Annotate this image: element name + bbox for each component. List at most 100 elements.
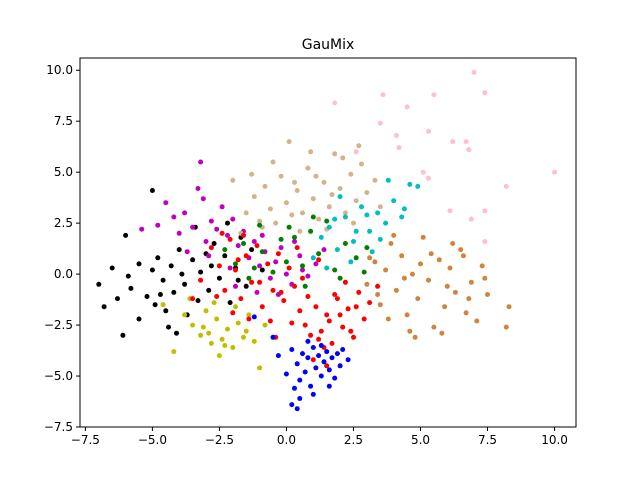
data-point (482, 90, 488, 96)
data-point (278, 289, 284, 295)
data-point (294, 406, 300, 412)
data-point (324, 312, 330, 318)
data-point (426, 175, 431, 181)
points-layer (96, 69, 558, 412)
data-point (337, 194, 343, 200)
data-point (329, 355, 335, 361)
data-point (225, 232, 230, 238)
data-point (270, 287, 276, 293)
data-point (294, 245, 300, 251)
data-point (155, 222, 161, 228)
data-point (273, 220, 279, 226)
x-tick-label: −2.5 (205, 433, 234, 447)
data-point (359, 161, 364, 167)
data-point (351, 220, 356, 226)
data-point (410, 271, 415, 277)
data-point (227, 236, 233, 242)
data-point (310, 357, 316, 363)
data-point (310, 345, 316, 350)
data-point (332, 151, 338, 157)
x-tick-label: 5.0 (411, 433, 430, 447)
data-point (305, 273, 311, 279)
data-point (367, 255, 373, 261)
data-point (300, 275, 305, 281)
data-point (222, 343, 228, 348)
data-point (326, 224, 332, 230)
data-point (283, 271, 289, 277)
data-point (332, 100, 338, 106)
data-point (289, 212, 295, 218)
data-point (230, 310, 236, 316)
data-point (324, 265, 330, 271)
data-point (206, 287, 212, 293)
data-point (171, 289, 177, 295)
data-point (356, 143, 362, 149)
data-point (428, 251, 434, 257)
data-point (267, 275, 273, 281)
data-point (300, 267, 305, 273)
data-point (208, 245, 214, 251)
data-point (227, 300, 233, 306)
data-point (316, 353, 322, 359)
y-tick-label: −5.0 (44, 369, 73, 383)
data-point (348, 328, 354, 334)
data-point (297, 377, 303, 383)
chart-title: GauMix (302, 37, 355, 53)
data-point (222, 247, 228, 253)
data-point (241, 232, 246, 238)
data-point (310, 214, 316, 220)
data-point (292, 179, 297, 185)
data-point (283, 200, 289, 206)
data-point (179, 271, 185, 277)
data-point (474, 318, 480, 324)
data-point (214, 316, 220, 322)
data-point (391, 198, 397, 204)
data-point (160, 302, 166, 308)
data-point (321, 247, 327, 253)
data-point (251, 338, 257, 344)
data-point (292, 234, 297, 240)
data-point (200, 324, 206, 330)
data-point (246, 312, 252, 318)
data-point (174, 330, 179, 336)
data-point (452, 289, 458, 295)
data-point (219, 336, 225, 342)
data-point (388, 241, 394, 246)
data-point (278, 236, 284, 242)
data-point (503, 183, 509, 189)
data-point (399, 253, 405, 259)
data-point (289, 320, 295, 326)
data-point (190, 224, 196, 230)
data-point (348, 171, 354, 177)
data-point (292, 239, 297, 244)
data-point (412, 334, 418, 340)
data-point (356, 289, 362, 295)
data-point (326, 367, 332, 373)
data-point (385, 177, 391, 183)
data-point (337, 312, 343, 318)
data-point (351, 239, 356, 244)
data-point (171, 214, 177, 220)
data-point (308, 332, 314, 338)
data-point (190, 296, 196, 302)
data-point (96, 281, 102, 287)
data-point (342, 214, 348, 220)
data-point (364, 281, 370, 287)
data-point (418, 261, 423, 267)
data-point (270, 269, 276, 275)
data-point (227, 265, 233, 271)
data-point (404, 312, 410, 318)
series-0 (96, 188, 265, 338)
data-point (377, 204, 383, 210)
data-point (367, 300, 373, 306)
data-point (233, 267, 238, 273)
data-point (243, 283, 249, 289)
data-point (305, 165, 311, 171)
y-tick-label: 7.5 (54, 114, 73, 128)
data-point (198, 277, 204, 283)
data-point (225, 326, 230, 332)
data-point (351, 334, 356, 340)
data-point (251, 194, 257, 200)
data-point (198, 159, 204, 165)
